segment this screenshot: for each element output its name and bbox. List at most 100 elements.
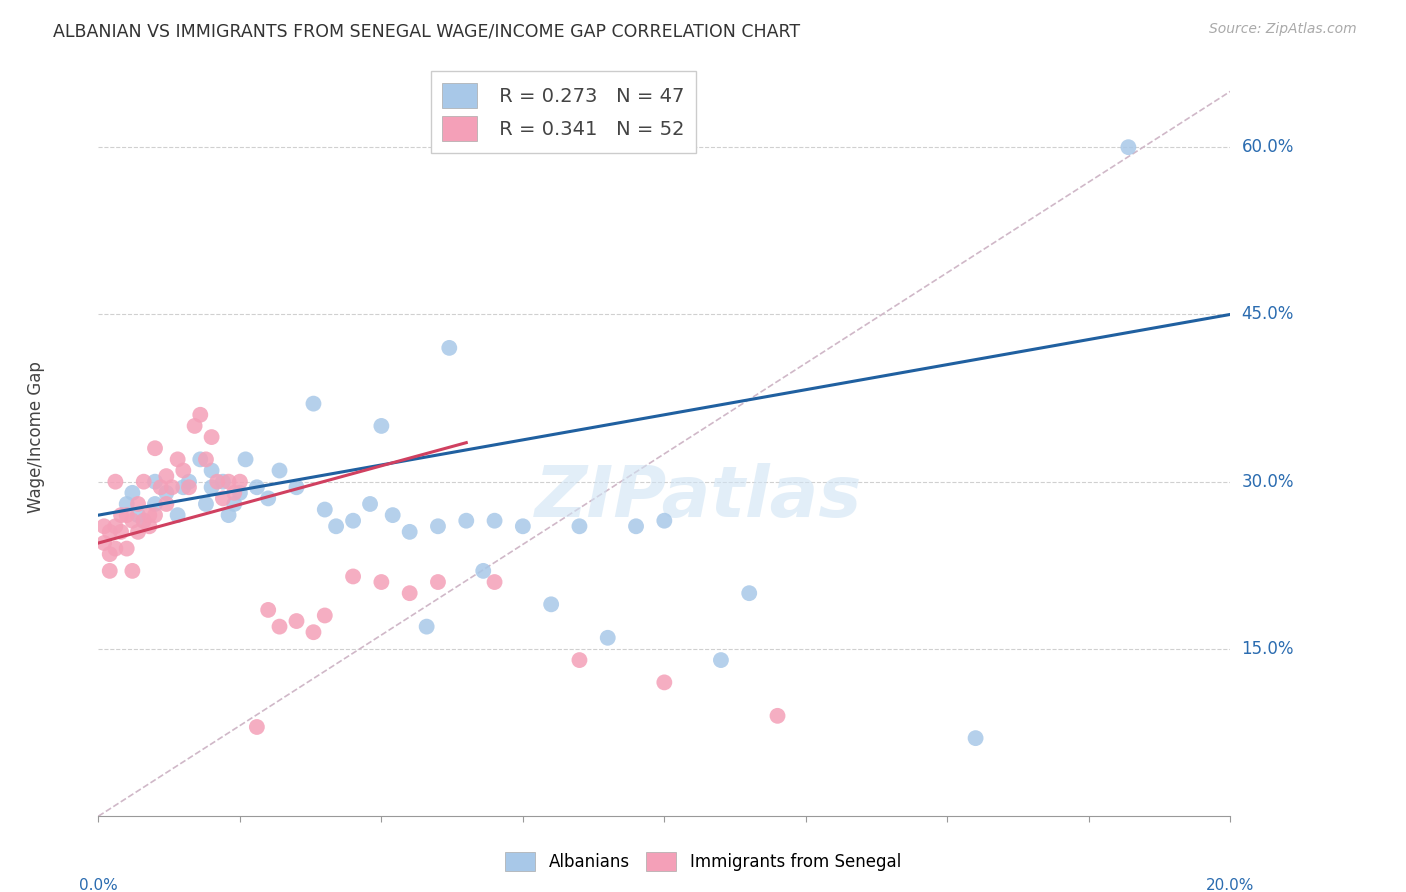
Point bbox=[93, 519, 115, 533]
Point bbox=[194, 452, 217, 467]
Point bbox=[212, 491, 235, 506]
Point bbox=[568, 519, 591, 533]
Text: 60.0%: 60.0% bbox=[1241, 138, 1294, 156]
Legend:  R = 0.273   N = 47,  R = 0.341   N = 52: R = 0.273 N = 47, R = 0.341 N = 52 bbox=[430, 71, 696, 153]
Point bbox=[285, 480, 308, 494]
Point bbox=[314, 608, 336, 623]
Point bbox=[456, 514, 478, 528]
Point bbox=[104, 541, 127, 556]
Point bbox=[398, 524, 420, 539]
Point bbox=[194, 497, 217, 511]
Point bbox=[229, 475, 252, 489]
Point bbox=[115, 508, 138, 523]
Point bbox=[177, 480, 200, 494]
Point bbox=[359, 497, 381, 511]
Point bbox=[439, 341, 461, 355]
Point bbox=[201, 480, 224, 494]
Point bbox=[540, 598, 562, 612]
Point bbox=[132, 514, 155, 528]
Point bbox=[257, 603, 280, 617]
Point bbox=[115, 497, 138, 511]
Point bbox=[172, 464, 194, 478]
Point bbox=[269, 619, 291, 633]
Point bbox=[104, 519, 127, 533]
Point bbox=[568, 653, 591, 667]
Point bbox=[381, 508, 404, 523]
Point bbox=[596, 631, 619, 645]
Point bbox=[738, 586, 761, 600]
Text: ALBANIAN VS IMMIGRANTS FROM SENEGAL WAGE/INCOME GAP CORRELATION CHART: ALBANIAN VS IMMIGRANTS FROM SENEGAL WAGE… bbox=[53, 22, 800, 40]
Point bbox=[218, 475, 240, 489]
Legend: Albanians, Immigrants from Senegal: Albanians, Immigrants from Senegal bbox=[496, 843, 910, 880]
Point bbox=[285, 614, 308, 628]
Text: 20.0%: 20.0% bbox=[1206, 878, 1254, 892]
Point bbox=[224, 497, 246, 511]
Point bbox=[269, 464, 291, 478]
Point bbox=[484, 514, 506, 528]
Point bbox=[512, 519, 534, 533]
Point bbox=[98, 524, 121, 539]
Point bbox=[183, 418, 205, 433]
Point bbox=[188, 408, 211, 422]
Point bbox=[246, 720, 269, 734]
Point bbox=[138, 508, 160, 523]
Point bbox=[624, 519, 647, 533]
Text: 45.0%: 45.0% bbox=[1241, 305, 1294, 324]
Text: 30.0%: 30.0% bbox=[1241, 473, 1294, 491]
Point bbox=[104, 475, 127, 489]
Point bbox=[246, 480, 269, 494]
Point bbox=[138, 519, 160, 533]
Point bbox=[370, 574, 392, 589]
Point bbox=[342, 569, 364, 583]
Point bbox=[427, 574, 450, 589]
Point bbox=[160, 480, 183, 494]
Point bbox=[166, 452, 188, 467]
Point bbox=[155, 469, 177, 483]
Point bbox=[218, 508, 240, 523]
Point bbox=[143, 497, 166, 511]
Point bbox=[1118, 140, 1140, 154]
Point bbox=[149, 480, 172, 494]
Point bbox=[325, 519, 347, 533]
Text: Wage/Income Gap: Wage/Income Gap bbox=[27, 361, 45, 513]
Point bbox=[257, 491, 280, 506]
Point bbox=[166, 508, 188, 523]
Text: 15.0%: 15.0% bbox=[1241, 640, 1294, 658]
Point bbox=[201, 464, 224, 478]
Point bbox=[212, 475, 235, 489]
Text: Source: ZipAtlas.com: Source: ZipAtlas.com bbox=[1209, 22, 1357, 37]
Point bbox=[652, 675, 676, 690]
Point bbox=[314, 502, 336, 516]
Point bbox=[98, 547, 121, 561]
Point bbox=[132, 514, 155, 528]
Point bbox=[224, 485, 246, 500]
Point bbox=[127, 497, 149, 511]
Point bbox=[155, 497, 177, 511]
Text: 0.0%: 0.0% bbox=[79, 878, 118, 892]
Point bbox=[110, 508, 132, 523]
Point bbox=[415, 619, 437, 633]
Point bbox=[652, 514, 676, 528]
Point bbox=[235, 452, 257, 467]
Point bbox=[132, 475, 155, 489]
Point bbox=[965, 731, 987, 746]
Point bbox=[472, 564, 495, 578]
Text: ZIPatlas: ZIPatlas bbox=[534, 463, 862, 533]
Point bbox=[201, 430, 224, 444]
Point bbox=[121, 564, 143, 578]
Point bbox=[766, 708, 789, 723]
Point bbox=[342, 514, 364, 528]
Point bbox=[302, 396, 325, 410]
Point bbox=[172, 480, 194, 494]
Point bbox=[127, 508, 149, 523]
Point bbox=[229, 485, 252, 500]
Point bbox=[427, 519, 450, 533]
Point bbox=[110, 524, 132, 539]
Point bbox=[207, 475, 229, 489]
Point bbox=[155, 485, 177, 500]
Point bbox=[127, 524, 149, 539]
Point bbox=[98, 564, 121, 578]
Point bbox=[710, 653, 733, 667]
Point bbox=[115, 541, 138, 556]
Point bbox=[177, 475, 200, 489]
